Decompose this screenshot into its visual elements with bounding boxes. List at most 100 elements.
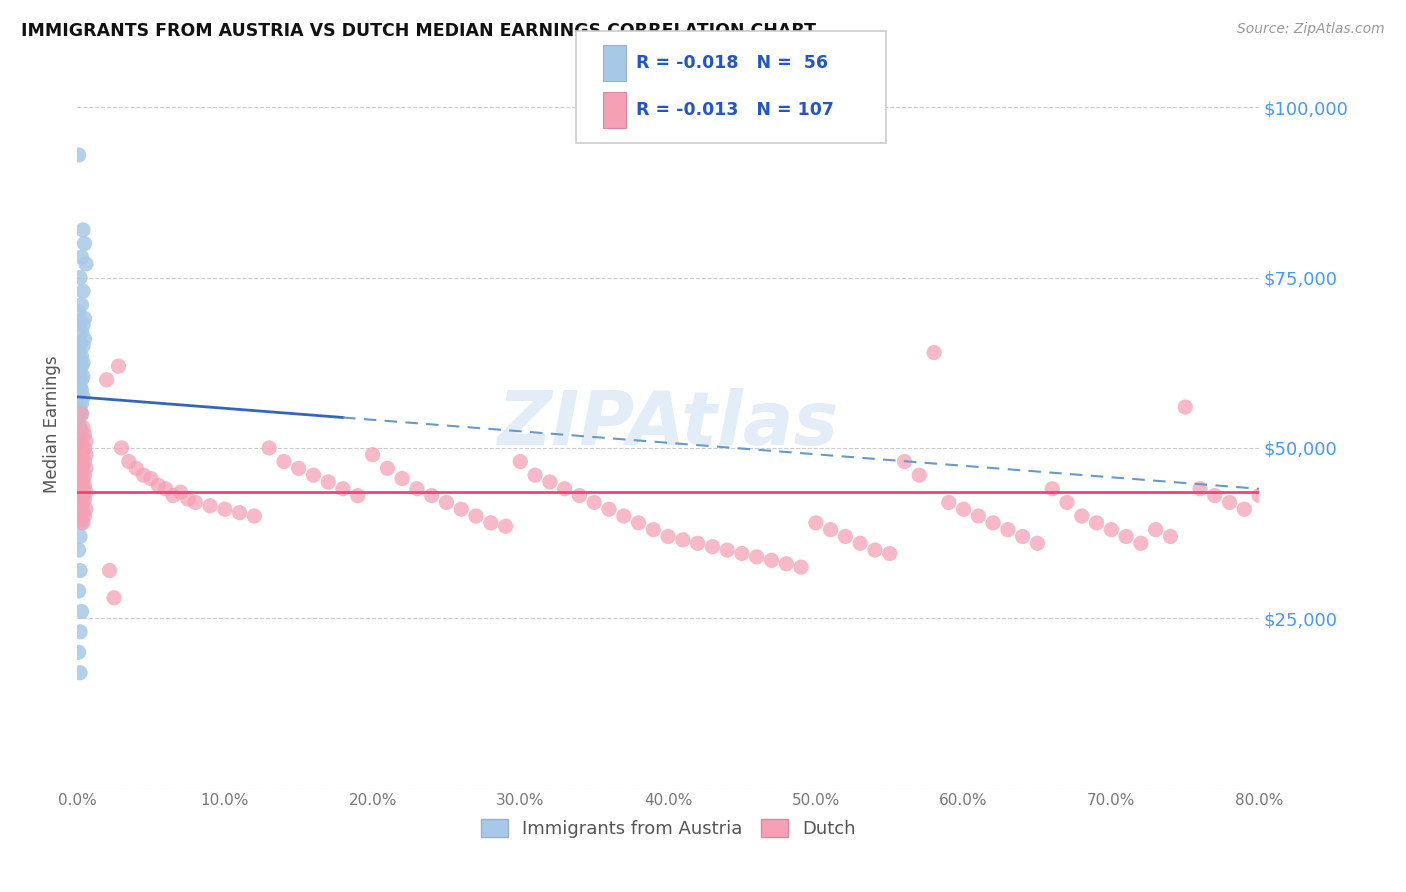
Point [834, 529, 856, 543]
Point [73, 441, 96, 455]
Point [70, 325, 93, 339]
Point [70, 383, 93, 397]
Point [967, 509, 990, 524]
Point [72, 516, 94, 530]
Point [75, 257, 97, 271]
Point [761, 553, 783, 567]
Point [243, 509, 266, 524]
Point [69, 335, 91, 350]
Point [67, 645, 90, 659]
Point [731, 547, 754, 561]
Point [67, 304, 90, 318]
Point [72, 356, 94, 370]
Point [228, 506, 250, 520]
Point [804, 516, 827, 530]
Point [922, 345, 945, 359]
Point [70, 407, 93, 421]
Point [125, 461, 148, 475]
Point [406, 482, 429, 496]
Point [554, 482, 576, 496]
Point [346, 489, 368, 503]
Point [169, 485, 191, 500]
Point [73, 427, 96, 442]
Point [73, 311, 96, 326]
Point [73, 332, 96, 346]
Point [70, 465, 93, 479]
Point [72, 420, 94, 434]
Point [72, 444, 94, 458]
Point [672, 533, 695, 547]
Point [70, 448, 93, 462]
Point [1085, 516, 1108, 530]
Point [67, 345, 90, 359]
Text: R = -0.018   N =  56: R = -0.018 N = 56 [636, 54, 828, 72]
Point [849, 536, 872, 550]
Point [69, 489, 91, 503]
Point [184, 495, 207, 509]
Point [69, 529, 91, 543]
Point [67, 414, 90, 428]
Point [67, 148, 90, 162]
Point [70, 516, 93, 530]
Point [1011, 529, 1033, 543]
Point [1188, 482, 1211, 496]
Point [70, 475, 93, 489]
Point [377, 461, 399, 475]
Point [70, 512, 93, 526]
Point [70, 489, 93, 503]
Point [70, 298, 93, 312]
Point [72, 318, 94, 333]
Point [67, 502, 90, 516]
Point [69, 366, 91, 380]
Point [73, 236, 96, 251]
Point [75, 434, 97, 449]
Point [1129, 536, 1152, 550]
Point [509, 454, 531, 468]
Text: ZIPAtlas: ZIPAtlas [498, 387, 838, 460]
Point [75, 485, 97, 500]
Point [361, 448, 384, 462]
Text: IMMIGRANTS FROM AUSTRIA VS DUTCH MEDIAN EARNINGS CORRELATION CHART: IMMIGRANTS FROM AUSTRIA VS DUTCH MEDIAN … [21, 22, 815, 40]
Text: R = -0.013   N = 107: R = -0.013 N = 107 [636, 101, 834, 120]
Point [538, 475, 561, 489]
Point [273, 454, 295, 468]
Point [69, 665, 91, 680]
Point [465, 509, 488, 524]
Point [583, 495, 606, 509]
Point [162, 489, 184, 503]
Point [73, 478, 96, 492]
Point [1174, 400, 1197, 414]
Point [69, 379, 91, 393]
Point [70, 396, 93, 410]
Point [73, 454, 96, 468]
Point [67, 468, 90, 483]
Point [1040, 482, 1063, 496]
Point [139, 472, 162, 486]
Point [72, 472, 94, 486]
Point [716, 543, 738, 558]
Point [952, 502, 974, 516]
Point [69, 461, 91, 475]
Point [67, 376, 90, 391]
Point [1144, 523, 1167, 537]
Point [67, 400, 90, 414]
Point [70, 407, 93, 421]
Point [70, 427, 93, 442]
Point [70, 437, 93, 451]
Point [69, 403, 91, 417]
Point [1099, 523, 1122, 537]
Point [893, 454, 915, 468]
Point [524, 468, 547, 483]
Point [820, 523, 842, 537]
Point [686, 536, 709, 550]
Point [107, 359, 129, 373]
Point [495, 519, 517, 533]
Point [69, 420, 91, 434]
Point [214, 502, 236, 516]
Point [568, 489, 591, 503]
Text: Source: ZipAtlas.com: Source: ZipAtlas.com [1237, 22, 1385, 37]
Point [879, 547, 901, 561]
Point [72, 223, 94, 237]
Point [96, 373, 118, 387]
Point [775, 557, 797, 571]
